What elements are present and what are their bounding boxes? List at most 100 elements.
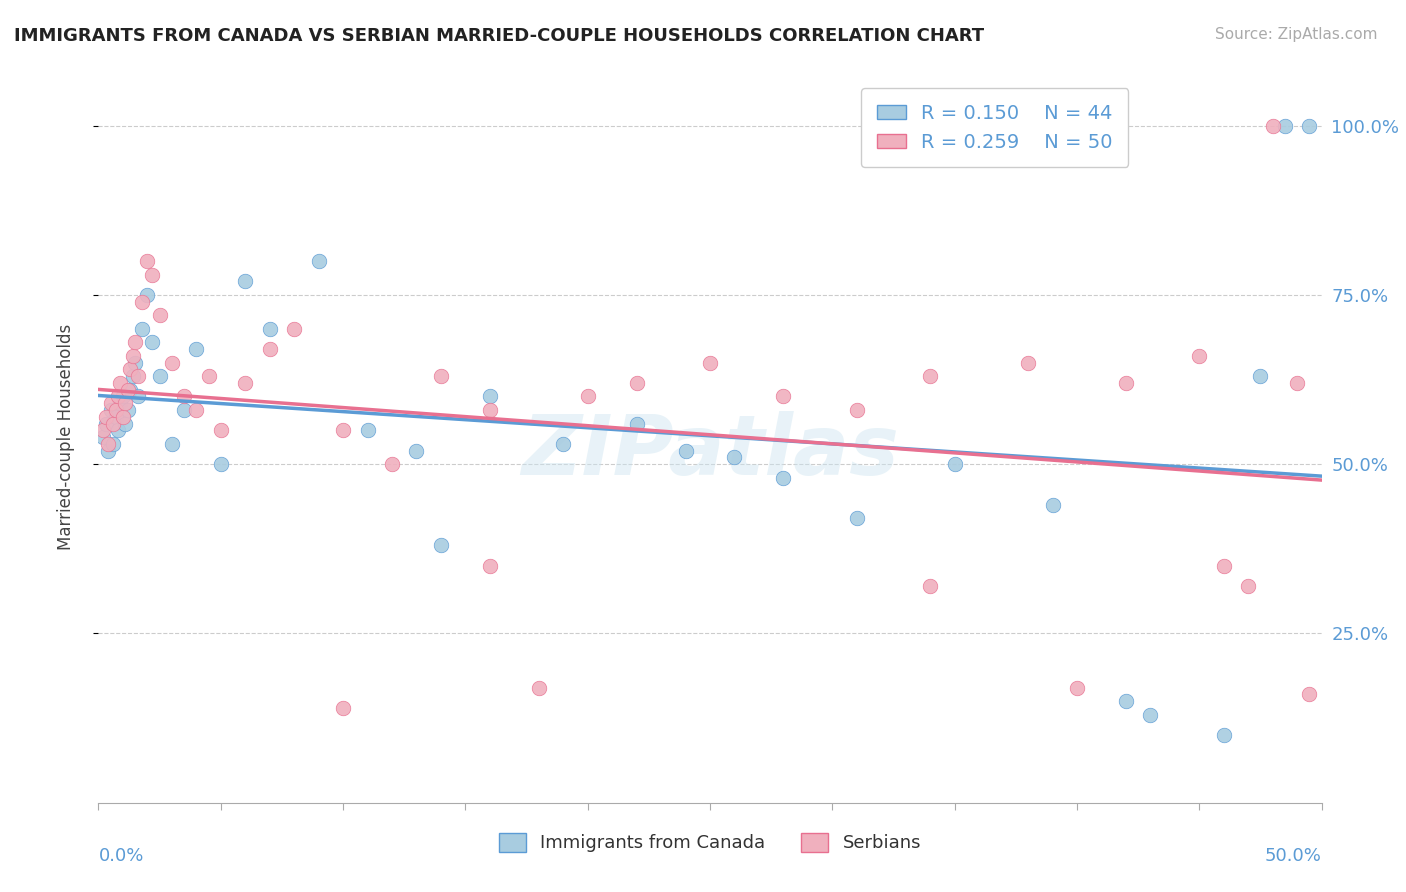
Point (120, 362, 142, 376)
Point (772, 471, 794, 485)
Point (101, 417, 124, 431)
Point (121, 349, 143, 363)
Point (149, 308, 172, 322)
Point (381, 457, 404, 471)
Point (124, 355, 146, 369)
Point (111, 389, 134, 403)
Point (94, 417, 117, 431)
Point (527, 681, 550, 695)
Point (186, 342, 208, 356)
Point (131, 322, 153, 336)
Point (1298, 688, 1320, 702)
Point (1017, 355, 1039, 369)
Point (1237, 579, 1260, 593)
Point (131, 294, 153, 309)
Point (332, 701, 354, 715)
Point (124, 335, 146, 350)
Point (127, 369, 149, 384)
Point (141, 335, 163, 350)
Point (110, 396, 132, 410)
Text: IMMIGRANTS FROM CANADA VS SERBIAN MARRIED-COUPLE HOUSEHOLDS CORRELATION CHART: IMMIGRANTS FROM CANADA VS SERBIAN MARRIE… (14, 27, 984, 45)
Point (1298, 119, 1320, 133)
Point (160, 437, 183, 451)
Point (943, 457, 966, 471)
Point (94, 409, 117, 424)
Point (136, 254, 159, 268)
Point (478, 403, 501, 417)
Point (149, 369, 172, 384)
Point (107, 423, 129, 437)
Text: Source: ZipAtlas.com: Source: ZipAtlas.com (1215, 27, 1378, 42)
Point (845, 403, 868, 417)
Text: 50.0%: 50.0% (1265, 847, 1322, 864)
Point (107, 389, 129, 403)
Point (1042, 498, 1064, 512)
Point (576, 389, 599, 403)
Point (553, 437, 575, 451)
Point (675, 443, 697, 458)
Point (104, 409, 127, 424)
Point (1066, 681, 1088, 695)
Point (117, 403, 139, 417)
Point (308, 254, 330, 268)
Point (845, 511, 868, 525)
Point (283, 322, 305, 336)
Point (104, 403, 127, 417)
Point (478, 389, 501, 403)
Point (1115, 694, 1137, 708)
Point (1139, 707, 1161, 722)
Point (173, 389, 195, 403)
Point (209, 423, 232, 437)
Point (173, 403, 195, 417)
Point (100, 403, 122, 417)
Point (356, 423, 378, 437)
Legend: Immigrants from Canada, Serbians: Immigrants from Canada, Serbians (492, 826, 928, 860)
Point (136, 288, 159, 302)
Point (430, 369, 453, 384)
Point (110, 376, 132, 390)
Point (127, 389, 149, 403)
Point (91, 430, 114, 444)
Point (405, 443, 427, 458)
Point (233, 376, 256, 390)
Point (920, 369, 942, 384)
Point (97, 443, 120, 458)
Point (920, 579, 942, 593)
Point (233, 274, 256, 288)
Point (114, 396, 136, 410)
Text: ZIPatlas: ZIPatlas (522, 411, 898, 492)
Y-axis label: Married-couple Households: Married-couple Households (56, 324, 75, 550)
Point (160, 355, 183, 369)
Point (332, 423, 354, 437)
Point (111, 409, 134, 424)
Point (114, 417, 136, 431)
Point (699, 355, 721, 369)
Point (91, 423, 114, 437)
Point (1212, 558, 1234, 573)
Point (209, 457, 232, 471)
Point (101, 437, 124, 451)
Point (97, 437, 120, 451)
Point (1274, 119, 1296, 133)
Point (197, 369, 219, 384)
Point (117, 383, 139, 397)
Point (141, 268, 163, 282)
Point (723, 450, 745, 465)
Point (120, 383, 142, 397)
Point (1115, 376, 1137, 390)
Point (1261, 119, 1284, 133)
Point (100, 396, 122, 410)
Point (1212, 728, 1234, 742)
Point (186, 403, 208, 417)
Point (772, 389, 794, 403)
Point (478, 558, 501, 573)
Point (121, 369, 143, 384)
Point (1249, 369, 1271, 384)
Text: 0.0%: 0.0% (98, 847, 143, 864)
Point (1286, 376, 1309, 390)
Point (626, 417, 648, 431)
Point (259, 322, 281, 336)
Point (626, 376, 648, 390)
Point (430, 538, 453, 552)
Point (259, 342, 281, 356)
